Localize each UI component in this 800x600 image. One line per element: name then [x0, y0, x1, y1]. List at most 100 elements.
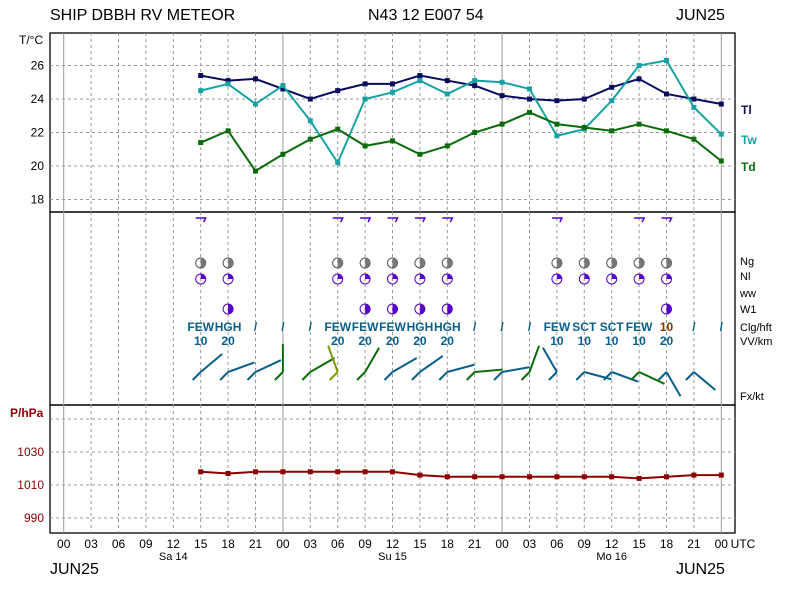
cloud-label: /	[692, 320, 696, 334]
temp-tick-label: 20	[31, 159, 45, 173]
series-point-tl	[444, 78, 450, 84]
low-cloud-fill	[556, 274, 562, 279]
low-cloud-fill	[228, 274, 234, 279]
series-point-tl	[390, 81, 395, 87]
wind-barb-feather	[575, 371, 586, 381]
series-point-tl	[609, 84, 615, 90]
row-label: Nl	[740, 271, 750, 283]
pressure-point	[472, 474, 478, 480]
hour-tick-label: 12	[605, 537, 619, 551]
day-label: Su 15	[378, 551, 407, 563]
pressure-tick-label: 990	[24, 511, 44, 525]
month-label-bottom-left: JUN25	[50, 561, 99, 578]
station-position: N43 12 E007 54	[368, 7, 484, 24]
wind-barb-feather	[548, 371, 558, 381]
cloud-cover-fill	[200, 258, 206, 268]
utc-label: UTC	[731, 537, 756, 551]
hour-tick-label: 03	[304, 537, 318, 551]
cloud-cover-fill	[556, 258, 562, 268]
wind-barb-feather	[493, 371, 503, 381]
day-label: Mo 16	[596, 551, 627, 563]
pressure-point	[253, 469, 258, 475]
weather-symbol	[442, 217, 454, 223]
series-point-tw	[225, 81, 231, 87]
temp-tick-label: 24	[31, 92, 45, 106]
series-point-tw	[280, 83, 286, 89]
pressure-point	[718, 472, 724, 478]
series-point-tw	[664, 57, 669, 63]
low-cloud-fill	[200, 274, 206, 279]
pressure-point	[499, 474, 505, 480]
past-weather-fill	[365, 304, 371, 314]
row-label: W1	[740, 304, 757, 316]
series-point-tw	[472, 78, 478, 84]
hour-tick-label: 03	[523, 537, 537, 551]
wind-barb	[665, 371, 682, 397]
hour-tick-label: 18	[660, 537, 674, 551]
wind-barb-feather	[657, 371, 668, 381]
cloud-cover-fill	[337, 258, 343, 268]
wind-barb-feather	[301, 371, 312, 381]
wind-barb	[447, 363, 475, 373]
series-point-td	[444, 143, 450, 149]
cloud-label: FEW	[352, 320, 379, 334]
visibility-label: 20	[441, 334, 455, 348]
low-cloud-fill	[337, 274, 343, 279]
series-point-tl	[335, 88, 341, 94]
visibility-label: 10	[578, 334, 592, 348]
cloud-label: FEW	[324, 320, 351, 334]
wind-barb	[364, 347, 380, 373]
wind-barb-feather	[438, 371, 449, 381]
series-point-td	[718, 158, 724, 164]
series-point-tl	[198, 73, 204, 79]
series-line-tw	[200, 59, 722, 165]
pressure-point	[554, 474, 560, 480]
hour-tick-label: 21	[687, 537, 701, 551]
series-point-tw	[417, 78, 423, 84]
visibility-label: 20	[413, 334, 427, 348]
series-point-tw	[554, 133, 560, 139]
cloud-cover-fill	[584, 258, 590, 268]
wind-barb-feather	[630, 371, 640, 381]
day-label: Sa 14	[159, 551, 188, 563]
wind-barb-feather	[274, 371, 284, 381]
row-label: Clg/hft	[740, 322, 772, 334]
series-point-tw	[198, 88, 204, 94]
past-weather-fill	[392, 304, 398, 314]
visibility-label: 10	[194, 334, 208, 348]
hour-tick-label: 03	[84, 537, 98, 551]
row-label: Fx/kt	[740, 391, 764, 403]
cloud-cover-fill	[392, 258, 398, 268]
hour-tick-label: 09	[358, 537, 372, 551]
cloud-label: /	[528, 320, 532, 334]
series-point-tw	[335, 160, 341, 166]
series-point-tw	[527, 86, 532, 92]
series-point-tl	[307, 96, 313, 102]
series-point-td	[225, 128, 231, 134]
cloud-label: HGH	[407, 320, 434, 334]
cloud-label: /	[720, 320, 724, 334]
low-cloud-fill	[392, 274, 398, 279]
weather-symbol	[360, 217, 372, 223]
hour-tick-label: 09	[139, 537, 153, 551]
hour-tick-label: 09	[578, 537, 592, 551]
pressure-point	[198, 469, 204, 475]
series-point-tw	[718, 131, 724, 137]
series-point-tl	[499, 93, 505, 99]
wind-barb-feather	[520, 371, 531, 381]
cloud-label: FEW	[544, 320, 571, 334]
hour-tick-label: 00	[715, 537, 729, 551]
series-point-td	[280, 151, 286, 157]
pressure-tick-label: 1030	[17, 445, 44, 459]
series-point-td	[335, 126, 341, 132]
series-point-td	[472, 130, 478, 135]
series-point-tl	[664, 91, 669, 97]
pressure-point	[225, 470, 231, 476]
wind-barb	[255, 359, 282, 373]
month-label-bottom-right: JUN25	[676, 561, 725, 578]
past-weather-fill	[447, 304, 453, 314]
visibility-label: 20	[331, 334, 345, 348]
visibility-label: 20	[358, 334, 372, 348]
pressure-point	[581, 474, 587, 480]
series-point-td	[499, 121, 505, 127]
